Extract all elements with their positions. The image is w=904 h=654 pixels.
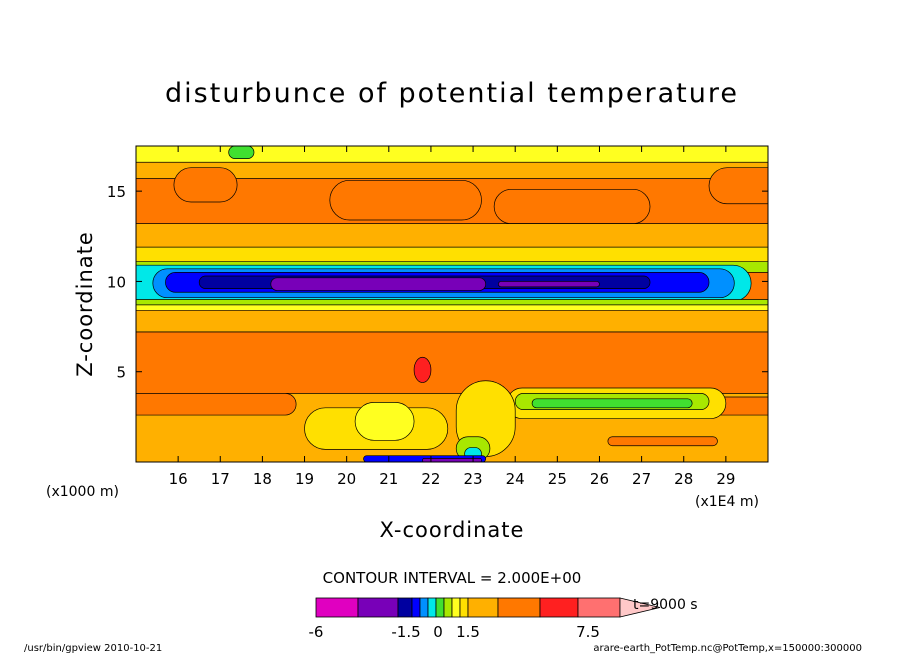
x-tick-label: 27 <box>632 470 651 488</box>
colorbar-segment <box>435 597 445 618</box>
colorbar-tick-labels: -6 -1.5 0 1.5 7.5 <box>309 623 600 641</box>
contour-region <box>531 398 693 409</box>
plot-area <box>135 145 769 463</box>
contour-region <box>136 146 768 163</box>
chart-title: disturbunce of potential temperature <box>165 78 739 109</box>
contour-region <box>607 436 718 447</box>
colorbar-tick-label: 7.5 <box>576 623 600 641</box>
y-tick-label: 10 <box>107 273 126 291</box>
x-tick-label: 23 <box>464 470 483 488</box>
colorbar-segment <box>451 597 461 618</box>
colorbar-segment <box>427 597 437 618</box>
colorbar-tick-label: -6 <box>309 623 324 641</box>
x-tick-label: 21 <box>379 470 398 488</box>
x-tick-label: 24 <box>506 470 525 488</box>
x-tick-label: 26 <box>590 470 609 488</box>
y-tick-label: 15 <box>107 183 126 201</box>
colorbar <box>315 597 661 618</box>
colorbar-segment <box>497 597 541 618</box>
y-axis-label: Z-coordinate <box>73 231 97 377</box>
y-tick-label: 5 <box>116 364 126 382</box>
colorbar-segment <box>467 597 499 618</box>
x-axis-label: X-coordinate <box>380 518 525 542</box>
colorbar-extend-arrow <box>619 597 661 618</box>
colorbar-segment <box>577 597 621 618</box>
contour-region <box>173 167 238 203</box>
y-axis-ticks: 5 10 15 <box>107 183 768 382</box>
x-tick-label: 18 <box>253 470 272 488</box>
x-axis-ticks: 16 17 18 19 20 21 22 23 24 25 26 27 28 29 <box>169 146 735 488</box>
contour-interval-label: CONTOUR INTERVAL = 2.000E+00 <box>323 569 582 587</box>
colorbar-segment <box>419 597 429 618</box>
colorbar-segment <box>443 597 453 618</box>
colorbar-segment <box>357 597 399 618</box>
x-tick-label: 19 <box>295 470 314 488</box>
x-tick-label: 17 <box>211 470 230 488</box>
y-unit-label: (x1000 m) <box>46 484 119 500</box>
x-tick-label: 29 <box>716 470 735 488</box>
contour-region <box>329 179 482 221</box>
x-tick-label: 20 <box>337 470 356 488</box>
colorbar-tick-label: -1.5 <box>391 623 420 641</box>
time-label: t=9000 s <box>633 597 698 613</box>
contour-region <box>413 356 432 383</box>
colorbar-tick-label: 1.5 <box>456 623 480 641</box>
colorbar-segment <box>411 597 421 618</box>
contour-region <box>422 458 482 462</box>
colorbar-tick-label: 0 <box>433 623 443 641</box>
contour-fill-layer <box>136 146 768 462</box>
colorbar-segment <box>397 597 413 618</box>
colorbar-segment <box>539 597 579 618</box>
contour-region <box>136 309 768 333</box>
x-tick-label: 16 <box>169 470 188 488</box>
contour-region <box>497 281 600 288</box>
contour-region <box>136 393 297 416</box>
colorbar-segment <box>459 597 469 618</box>
colorbar-segment <box>315 597 359 618</box>
contour-region <box>228 146 255 159</box>
x-unit-label: (x1E4 m) <box>695 494 759 510</box>
contour-region <box>354 402 415 441</box>
contour-region <box>270 277 487 291</box>
plot-frame <box>135 145 769 463</box>
contour-region <box>708 167 768 205</box>
contour-region <box>493 188 651 224</box>
x-tick-label: 28 <box>674 470 693 488</box>
x-tick-label: 22 <box>421 470 440 488</box>
footer-left: /usr/bin/gpview 2010-10-21 <box>24 643 162 654</box>
footer-right: arare-earth_PotTemp.nc@PotTemp,x=150000:… <box>593 643 862 654</box>
x-tick-label: 25 <box>548 470 567 488</box>
contour-region <box>136 331 768 394</box>
